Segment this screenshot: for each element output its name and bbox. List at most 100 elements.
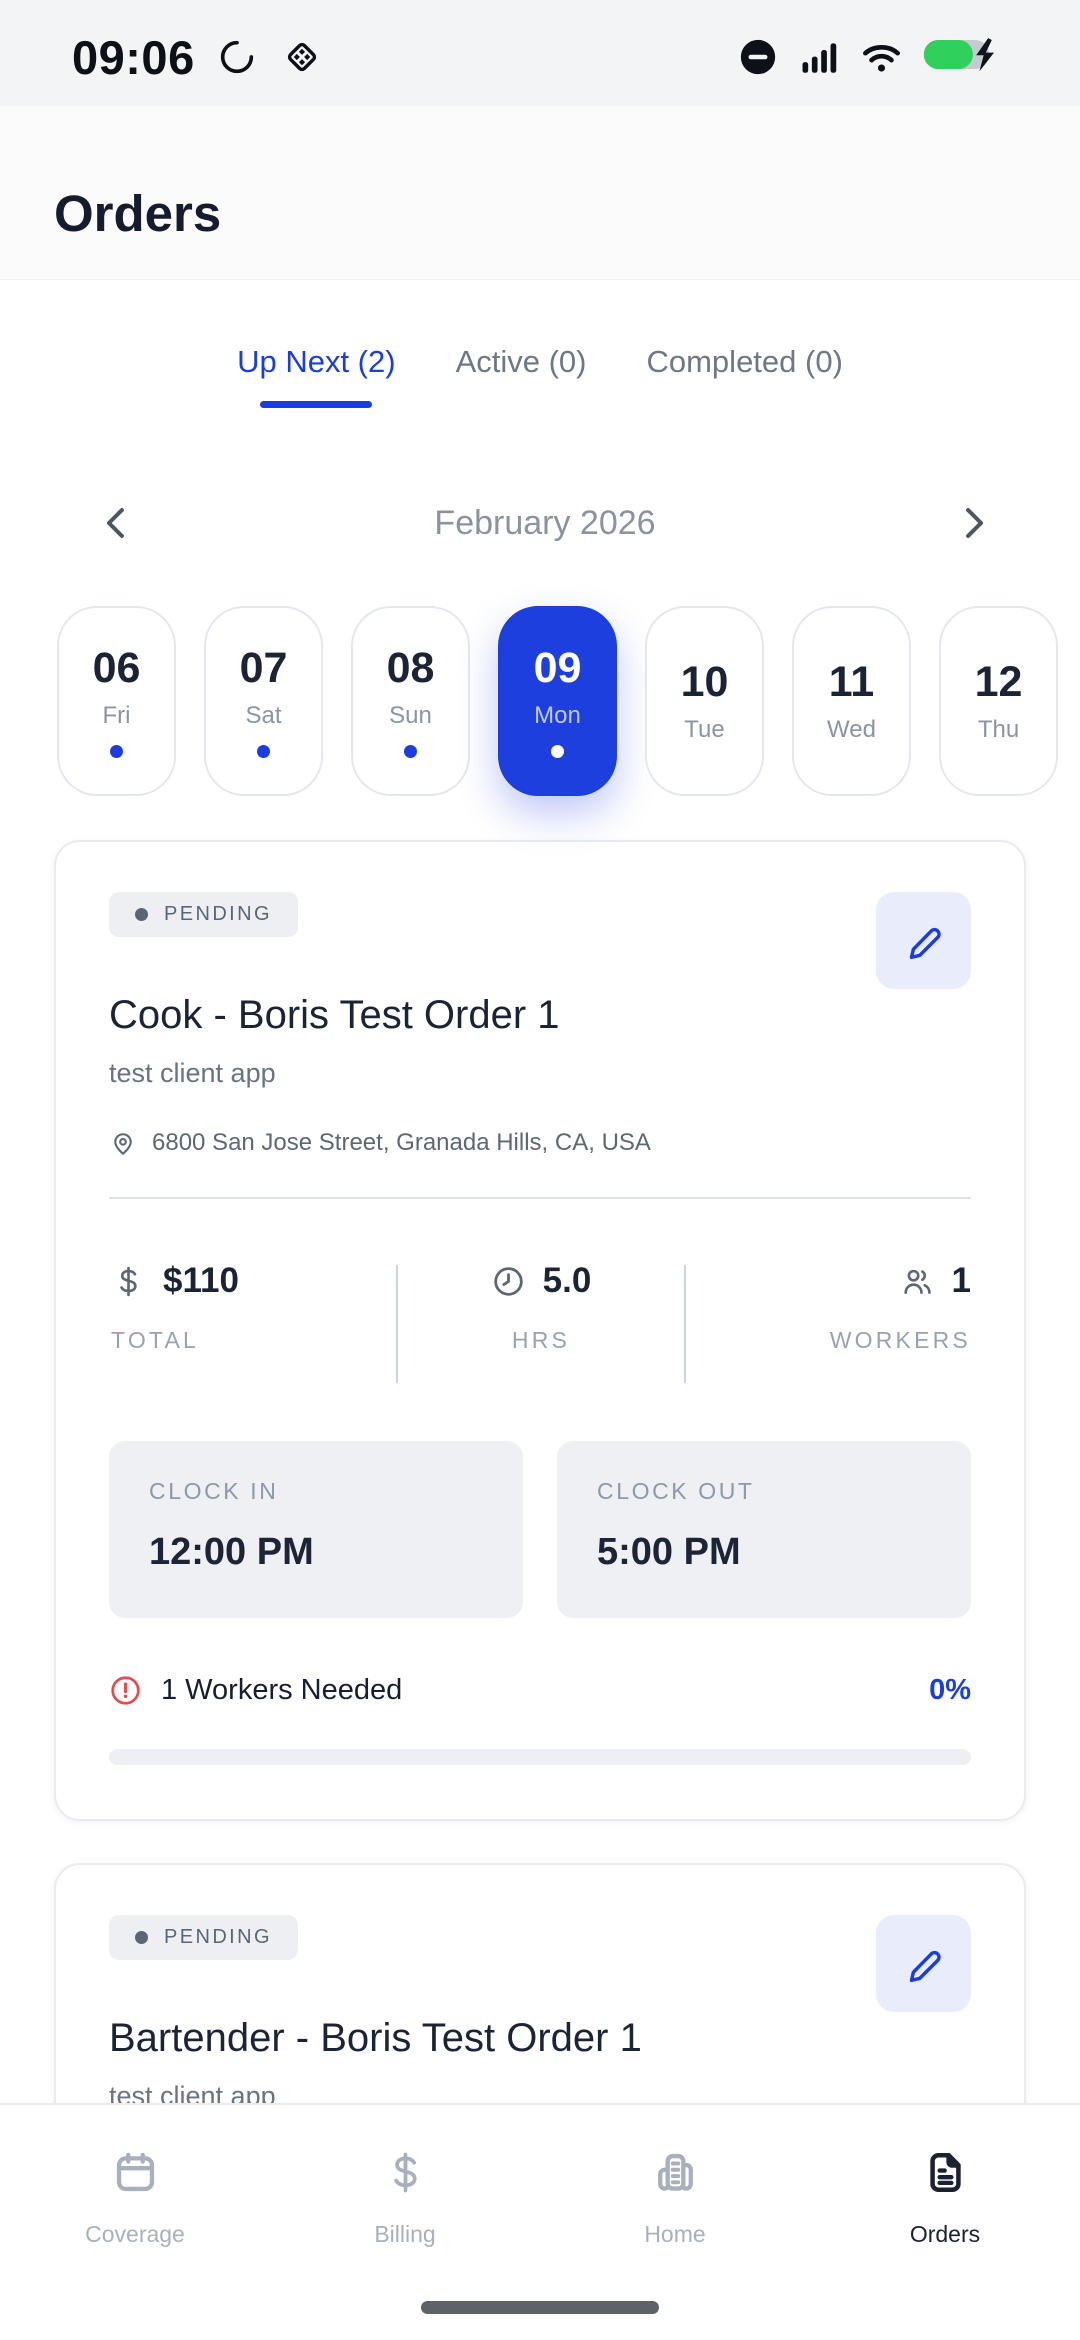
date-card-12[interactable]: 12 Thu <box>939 606 1058 796</box>
order-indicator-dot <box>257 745 270 758</box>
order-card-top: PENDING <box>109 892 971 989</box>
date-weekday: Fri <box>102 702 131 729</box>
stat-label: HRS <box>511 1327 571 1353</box>
date-weekday: Mon <box>534 702 581 729</box>
clock-in-box: CLOCK IN 12:00 PM <box>109 1441 523 1618</box>
date-card-07[interactable]: 07 Sat <box>204 606 323 796</box>
date-card-11[interactable]: 11 Wed <box>792 606 911 796</box>
wifi-icon <box>859 35 904 80</box>
do-not-disturb-icon <box>737 36 779 78</box>
clock-out-label: CLOCK OUT <box>597 1478 755 1504</box>
status-badge-label: PENDING <box>164 1926 272 1948</box>
date-card-10[interactable]: 10 Tue <box>645 606 764 796</box>
alert-icon <box>109 1674 142 1707</box>
stat-value: 1 <box>951 1261 971 1300</box>
status-time: 09:06 <box>72 30 195 84</box>
cellular-signal-icon <box>797 35 841 79</box>
order-address-row: 6800 San Jose Street, Granada Hills, CA,… <box>109 1129 971 1157</box>
stat-label: WORKERS <box>829 1327 971 1353</box>
nav-item-coverage[interactable]: Coverage <box>0 2149 270 2248</box>
diamond-badge-icon <box>279 34 325 80</box>
clock-times: CLOCK IN 12:00 PM CLOCK OUT 5:00 PM <box>109 1441 971 1618</box>
date-number: 12 <box>974 658 1023 706</box>
active-tab-underline <box>260 401 373 408</box>
nav-item-label: Home <box>644 2221 706 2247</box>
order-title: Bartender - Boris Test Order 1 <box>109 2016 642 2060</box>
tab-completed-0[interactable]: Completed (0) <box>646 344 842 408</box>
date-number: 11 <box>828 658 875 706</box>
date-weekday: Tue <box>684 716 725 743</box>
order-stat: 1 WORKERS <box>686 1261 971 1383</box>
stat-divider <box>396 1265 399 1383</box>
tab-up-next-2[interactable]: Up Next (2) <box>237 344 396 408</box>
edit-order-button[interactable] <box>876 892 971 989</box>
status-badge: PENDING <box>109 1915 298 1960</box>
order-client: test client app <box>109 1058 276 1088</box>
calendar-icon <box>112 2149 159 2196</box>
tab-label: Up Next (2) <box>237 344 396 379</box>
sync-spinner-icon <box>217 37 257 77</box>
stat-label: TOTAL <box>111 1327 199 1353</box>
next-month-button[interactable] <box>952 502 994 544</box>
date-card-08[interactable]: 08 Sun <box>351 606 470 796</box>
edit-order-button[interactable] <box>876 1915 971 2012</box>
tab-label: Active (0) <box>455 344 587 379</box>
building-icon <box>652 2149 699 2196</box>
status-bar: 09:06 <box>0 0 1080 106</box>
nav-item-billing[interactable]: Billing <box>270 2149 540 2248</box>
dollar-sign-icon <box>382 2149 429 2196</box>
date-card-06[interactable]: 06 Fri <box>57 606 176 796</box>
location-pin-icon <box>109 1129 137 1157</box>
page-header: Orders <box>0 106 1080 280</box>
status-badge: PENDING <box>109 892 298 937</box>
order-indicator-dot <box>404 745 417 758</box>
date-carousel: 06 Fri 07 Sat 08 Sun 09 Mon 10 Tue 11 <box>0 606 1080 796</box>
document-icon <box>922 2149 969 2196</box>
nav-item-label: Coverage <box>85 2221 185 2247</box>
status-badge-label: PENDING <box>164 903 272 925</box>
date-card-09[interactable]: 09 Mon <box>498 606 617 796</box>
card-divider <box>109 1197 971 1199</box>
page-title: Orders <box>54 185 222 242</box>
status-dot-icon <box>135 1931 148 1944</box>
dollar-icon <box>111 1264 146 1299</box>
date-number: 10 <box>680 658 729 706</box>
fill-progress-bar <box>109 1749 971 1765</box>
order-card[interactable]: PENDING Cook - Boris Test Order 1 test c… <box>54 840 1026 1821</box>
date-number: 08 <box>386 644 435 692</box>
previous-month-button[interactable] <box>96 502 138 544</box>
month-label: February 2026 <box>434 503 656 542</box>
date-weekday: Sun <box>389 702 432 729</box>
bottom-navigation: Coverage Billing Home Orders <box>0 2103 1080 2340</box>
order-stat: 5.0 HRS <box>398 1261 683 1383</box>
nav-item-orders[interactable]: Orders <box>810 2149 1080 2248</box>
fill-percent: 0% <box>929 1674 971 1706</box>
nav-item-home[interactable]: Home <box>540 2149 810 2248</box>
date-weekday: Thu <box>977 716 1020 743</box>
home-indicator[interactable] <box>421 2301 659 2314</box>
order-stat: $110 TOTAL <box>109 1261 396 1383</box>
tab-label: Completed (0) <box>646 344 843 379</box>
status-bar-right <box>737 35 1002 80</box>
stat-value: 5.0 <box>542 1261 592 1300</box>
tab-bar: Up Next (2) Active (0) Completed (0) <box>0 280 1080 408</box>
clock-out-value: 5:00 PM <box>597 1531 741 1573</box>
stat-value: $110 <box>163 1261 239 1300</box>
battery-charging-icon <box>922 36 1002 78</box>
orders-list: PENDING Cook - Boris Test Order 1 test c… <box>54 840 1026 2168</box>
pencil-icon <box>902 919 946 963</box>
date-weekday: Wed <box>827 716 876 743</box>
clock-icon <box>491 1264 526 1299</box>
people-icon <box>900 1264 935 1299</box>
stat-divider <box>683 1265 686 1383</box>
clock-in-value: 12:00 PM <box>149 1531 314 1573</box>
workers-needed-text: 1 Workers Needed <box>161 1674 403 1706</box>
date-number: 09 <box>533 644 582 692</box>
date-number: 07 <box>239 644 288 692</box>
order-card-top: PENDING <box>109 1915 971 2012</box>
workers-needed-row: 1 Workers Needed 0% <box>109 1674 971 1707</box>
order-indicator-dot <box>551 745 564 758</box>
tab-active-0[interactable]: Active (0) <box>456 344 587 408</box>
date-number: 06 <box>92 644 141 692</box>
